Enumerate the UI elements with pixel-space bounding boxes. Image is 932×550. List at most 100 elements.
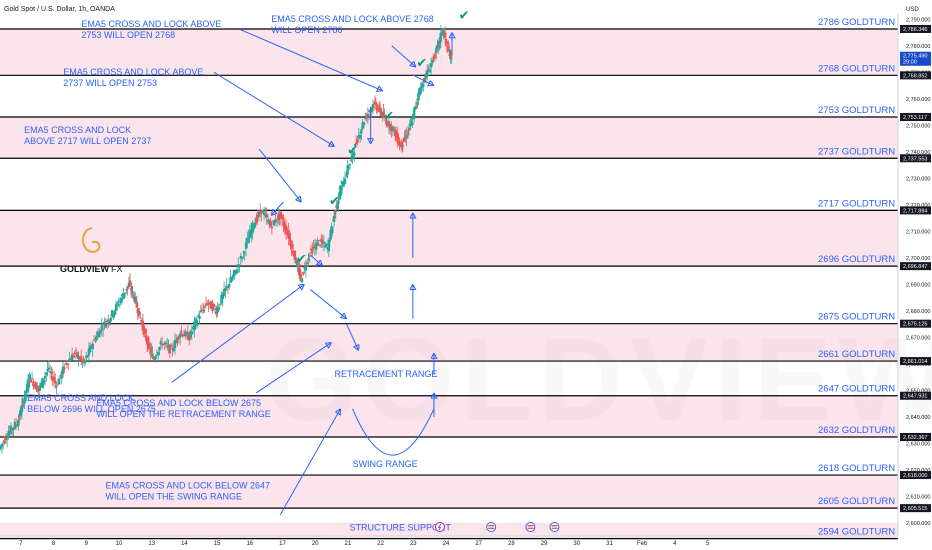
candle-down	[269, 220, 272, 227]
candle-up	[178, 333, 182, 338]
price-tick-label: 2,760.000	[906, 97, 930, 103]
candle-up	[33, 385, 36, 387]
candle-up	[342, 182, 345, 187]
candle-up	[418, 88, 421, 96]
candle-up	[441, 30, 444, 36]
level-label: 2753 GOLDTURN	[818, 105, 895, 116]
level-label: 2661 GOLDTURN	[818, 349, 895, 360]
candle-up	[362, 122, 366, 126]
candle-down	[309, 248, 313, 251]
level-label: 2605 GOLDTURN	[818, 496, 895, 507]
candle-up	[277, 214, 280, 221]
arrow-head	[339, 312, 347, 320]
candle-down	[79, 355, 83, 360]
candle-up	[185, 332, 188, 334]
level-band	[0, 117, 898, 159]
current-price-text: 2,775.490	[903, 54, 927, 60]
candle-up	[409, 122, 412, 127]
candle-down	[297, 265, 300, 268]
candle-down	[312, 247, 315, 249]
flag-stripe	[488, 527, 495, 529]
date-tick-label: 9	[85, 541, 89, 547]
candle-up	[81, 361, 84, 363]
candle-down	[163, 342, 166, 344]
date-tick-label: 8	[52, 541, 56, 547]
arrow-head	[294, 195, 302, 203]
candle-down	[36, 385, 39, 392]
candle-down	[270, 226, 274, 229]
arrow-head-side	[430, 392, 435, 399]
candle-down	[390, 125, 393, 132]
arrow-head-side	[430, 80, 435, 86]
candle-up	[208, 301, 212, 303]
flag-stripe	[551, 527, 558, 529]
candle-up	[100, 325, 104, 330]
candle-down	[256, 215, 259, 218]
annotation-text: EMA5 CROSS AND LOCK BELOW 2647 WILL OPEN …	[105, 480, 270, 501]
candle-up	[348, 164, 352, 166]
candle-up	[50, 371, 53, 374]
candle-down	[433, 54, 437, 58]
annotation-line: WILL OPEN THE SWING RANGE	[105, 491, 242, 501]
level-price-tag	[900, 24, 931, 33]
candle-up	[251, 222, 254, 233]
candle-up	[92, 339, 96, 341]
annotation-line: SWING RANGE	[353, 459, 418, 469]
date-tick-label: 15	[214, 541, 221, 547]
arrow-head	[327, 141, 335, 147]
candle-down	[152, 356, 155, 359]
candle-up	[325, 243, 328, 245]
candle-up	[371, 103, 375, 108]
candle-up	[303, 266, 306, 270]
candle-down	[99, 330, 102, 333]
candle-up	[324, 244, 327, 248]
annotation-text: EMA5 CROSS AND LOCK ABOVE 2737 WILL OPEN …	[63, 67, 203, 88]
candle-up	[238, 265, 241, 267]
annotation-layer: EMA5 CROSS AND LOCK ABOVE 2753 WILL OPEN …	[24, 14, 451, 533]
candle-up	[162, 343, 165, 345]
candle-down	[389, 124, 392, 130]
candle-down	[215, 311, 218, 315]
candle-down	[316, 242, 319, 246]
candle-down	[22, 403, 25, 405]
candle-up	[55, 386, 58, 388]
candle-up	[257, 211, 261, 217]
date-tick-label: 28	[508, 541, 515, 547]
candle-up	[83, 360, 87, 364]
candle-up	[417, 96, 420, 98]
annotation-arrow	[310, 289, 347, 320]
annotation-arrow	[412, 74, 435, 86]
candle-down	[145, 335, 148, 342]
candle-up	[9, 425, 13, 434]
candle-down	[76, 352, 79, 357]
candle-down	[139, 317, 142, 319]
candle-down	[72, 355, 75, 357]
candle-up	[0, 443, 4, 447]
level-label: 2618 GOLDTURN	[818, 463, 895, 474]
candle-up	[437, 41, 440, 48]
date-tick-label: 17	[279, 541, 286, 547]
candle-up	[358, 134, 362, 139]
arrow-head-side	[271, 212, 278, 216]
annotation-arrow	[279, 408, 341, 516]
annotation-arrow	[310, 254, 323, 267]
candle-up	[12, 427, 15, 430]
candle-down	[291, 244, 294, 248]
candle-down	[280, 215, 284, 220]
candle-down	[288, 237, 291, 240]
candle-down	[105, 321, 109, 323]
candle-up	[296, 263, 299, 267]
arrow-head-side	[331, 141, 335, 147]
candle-up	[70, 354, 74, 361]
candle-up	[155, 354, 159, 356]
candle-up	[42, 379, 45, 384]
level-price-tag-text: 2,753.117	[903, 115, 927, 121]
level-label: 2717 GOLDTURN	[818, 198, 895, 209]
annotation-line: EMA5 CROSS AND LOCK ABOVE 2768	[271, 14, 434, 24]
date-tick-label: 29	[541, 541, 548, 547]
candle-down	[141, 320, 145, 329]
candle-down	[255, 218, 258, 223]
arrow-head	[270, 208, 278, 216]
candle-up	[122, 293, 125, 299]
